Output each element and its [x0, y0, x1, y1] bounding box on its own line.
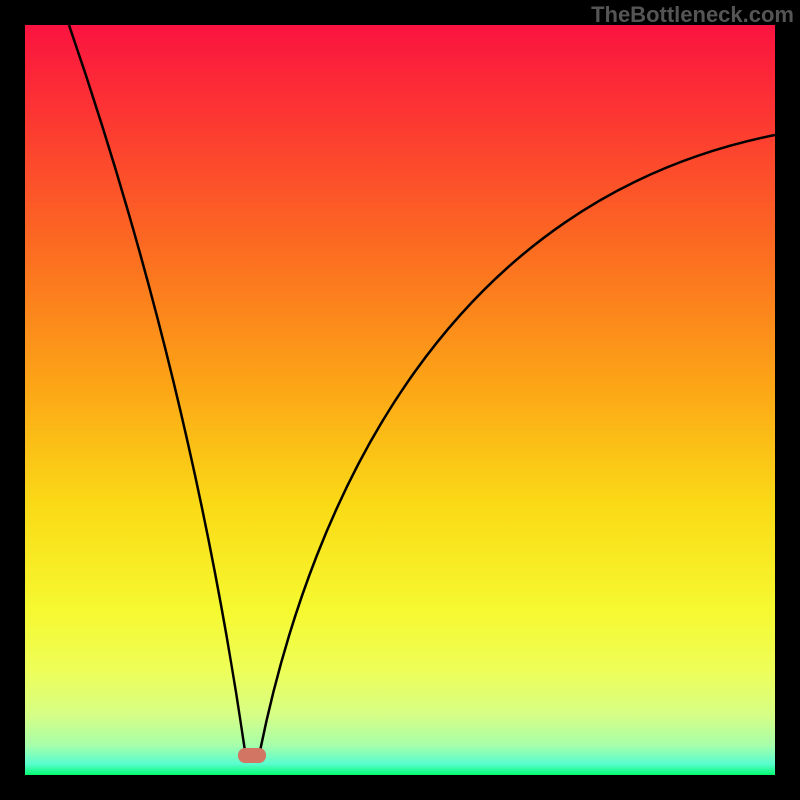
watermark-link[interactable]: TheBottleneck.com	[591, 2, 794, 28]
chart-container: TheBottleneck.com	[0, 0, 800, 800]
plot-frame	[25, 25, 775, 775]
bottleneck-marker	[238, 748, 266, 763]
gradient-background	[25, 25, 775, 775]
